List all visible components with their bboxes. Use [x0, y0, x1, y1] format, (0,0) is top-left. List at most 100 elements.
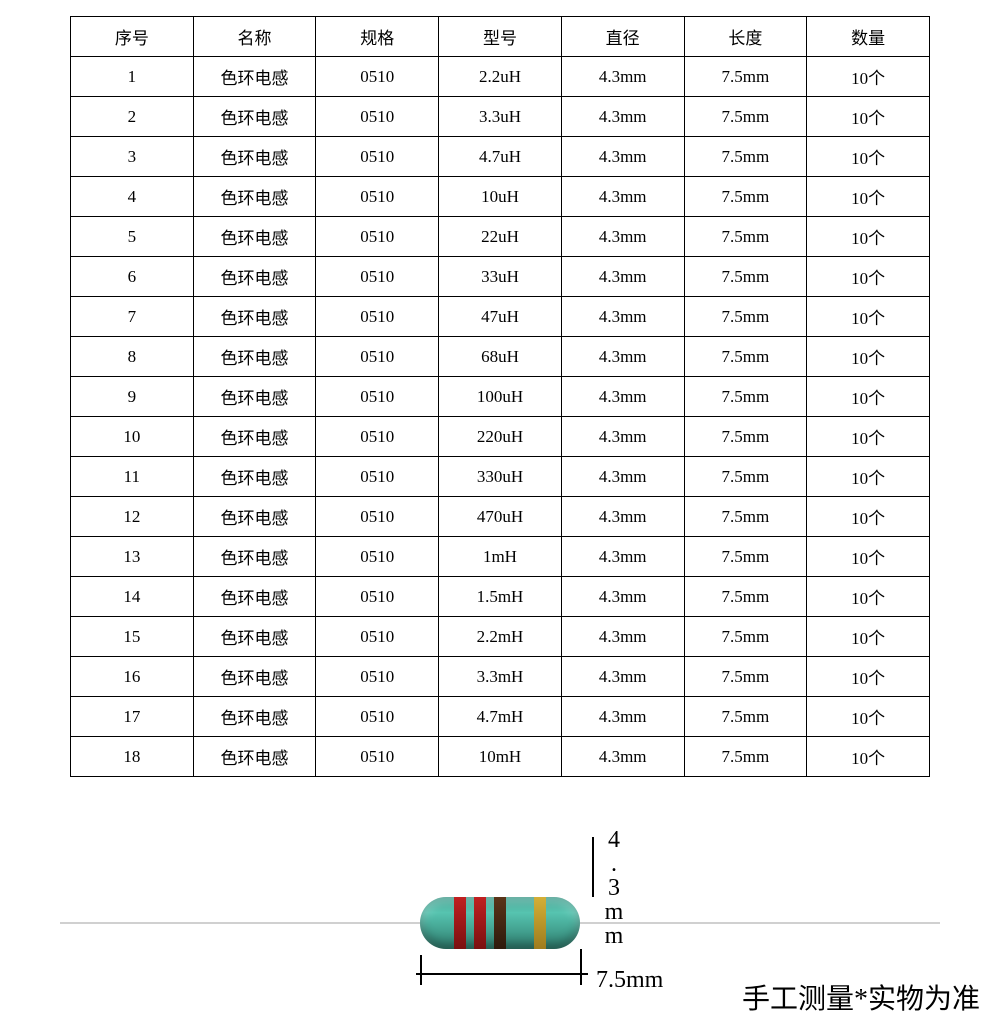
table-cell: 0510: [316, 537, 439, 577]
table-cell: 色环电感: [193, 377, 316, 417]
table-cell: 1: [71, 57, 194, 97]
table-cell: 7.5mm: [684, 537, 807, 577]
table-cell: 4.7mH: [439, 697, 562, 737]
color-band: [534, 897, 546, 949]
table-cell: 10个: [807, 217, 930, 257]
table-cell: 色环电感: [193, 457, 316, 497]
table-cell: 10个: [807, 377, 930, 417]
table-cell: 0510: [316, 57, 439, 97]
table-row: 13色环电感05101mH4.3mm7.5mm10个: [71, 537, 930, 577]
col-header: 序号: [71, 17, 194, 57]
table-cell: 4.3mm: [561, 337, 684, 377]
color-band: [474, 897, 486, 949]
table-cell: 10个: [807, 137, 930, 177]
table-cell: 1mH: [439, 537, 562, 577]
table-cell: 7.5mm: [684, 297, 807, 337]
table-cell: 7.5mm: [684, 697, 807, 737]
table-cell: 2.2uH: [439, 57, 562, 97]
table-cell: 10个: [807, 97, 930, 137]
table-cell: 3.3uH: [439, 97, 562, 137]
table-cell: 2: [71, 97, 194, 137]
table-cell: 10个: [807, 257, 930, 297]
table-cell: 7.5mm: [684, 97, 807, 137]
table-row: 2色环电感05103.3uH4.3mm7.5mm10个: [71, 97, 930, 137]
table-cell: 10个: [807, 617, 930, 657]
table-cell: 色环电感: [193, 97, 316, 137]
table-cell: 4.3mm: [561, 737, 684, 777]
table-cell: 0510: [316, 297, 439, 337]
table-cell: 9: [71, 377, 194, 417]
length-dim-line: [416, 973, 588, 975]
col-header: 长度: [684, 17, 807, 57]
table-cell: 14: [71, 577, 194, 617]
table-row: 15色环电感05102.2mH4.3mm7.5mm10个: [71, 617, 930, 657]
table-cell: 7.5mm: [684, 737, 807, 777]
table-cell: 色环电感: [193, 177, 316, 217]
table-cell: 色环电感: [193, 617, 316, 657]
table-cell: 色环电感: [193, 337, 316, 377]
table-cell: 10个: [807, 497, 930, 537]
table-cell: 0510: [316, 97, 439, 137]
table-cell: 10个: [807, 457, 930, 497]
length-dim-tick: [580, 949, 582, 985]
table-cell: 10个: [807, 697, 930, 737]
table-row: 8色环电感051068uH4.3mm7.5mm10个: [71, 337, 930, 377]
table-cell: 1.5mH: [439, 577, 562, 617]
table-cell: 色环电感: [193, 577, 316, 617]
table-cell: 4.3mm: [561, 377, 684, 417]
diameter-label: 4.3mm: [600, 827, 627, 947]
table-cell: 4.3mm: [561, 697, 684, 737]
table-header-row: 序号 名称 规格 型号 直径 长度 数量: [71, 17, 930, 57]
table-cell: 7.5mm: [684, 257, 807, 297]
table-cell: 0510: [316, 337, 439, 377]
table-cell: 7.5mm: [684, 217, 807, 257]
table-cell: 4: [71, 177, 194, 217]
table-cell: 100uH: [439, 377, 562, 417]
table-row: 1色环电感05102.2uH4.3mm7.5mm10个: [71, 57, 930, 97]
table-cell: 7.5mm: [684, 657, 807, 697]
table-row: 12色环电感0510470uH4.3mm7.5mm10个: [71, 497, 930, 537]
table-cell: 330uH: [439, 457, 562, 497]
table-cell: 0510: [316, 177, 439, 217]
table-cell: 12: [71, 497, 194, 537]
table-cell: 0510: [316, 137, 439, 177]
table-cell: 4.3mm: [561, 457, 684, 497]
table-cell: 色环电感: [193, 297, 316, 337]
table-cell: 10个: [807, 417, 930, 457]
table-cell: 4.3mm: [561, 217, 684, 257]
table-cell: 色环电感: [193, 697, 316, 737]
table-cell: 11: [71, 457, 194, 497]
table-cell: 色环电感: [193, 257, 316, 297]
table-row: 4色环电感051010uH4.3mm7.5mm10个: [71, 177, 930, 217]
col-header: 型号: [439, 17, 562, 57]
table-cell: 4.3mm: [561, 97, 684, 137]
table-cell: 10个: [807, 337, 930, 377]
table-cell: 4.3mm: [561, 257, 684, 297]
table-cell: 0510: [316, 657, 439, 697]
table-cell: 色环电感: [193, 137, 316, 177]
footer-note: 手工测量*实物为准: [742, 977, 980, 1017]
table-cell: 4.3mm: [561, 537, 684, 577]
table-row: 11色环电感0510330uH4.3mm7.5mm10个: [71, 457, 930, 497]
color-band: [494, 897, 506, 949]
table-cell: 4.3mm: [561, 577, 684, 617]
table-cell: 7.5mm: [684, 417, 807, 457]
table-row: 7色环电感051047uH4.3mm7.5mm10个: [71, 297, 930, 337]
table-cell: 色环电感: [193, 417, 316, 457]
table-cell: 13: [71, 537, 194, 577]
table-cell: 10个: [807, 297, 930, 337]
table-cell: 47uH: [439, 297, 562, 337]
table-cell: 2.2mH: [439, 617, 562, 657]
table-row: 6色环电感051033uH4.3mm7.5mm10个: [71, 257, 930, 297]
table-cell: 7.5mm: [684, 377, 807, 417]
table-cell: 7.5mm: [684, 617, 807, 657]
inductor-lead-right: [580, 922, 940, 924]
table-cell: 470uH: [439, 497, 562, 537]
table-cell: 色环电感: [193, 217, 316, 257]
table-cell: 0510: [316, 417, 439, 457]
table-row: 10色环电感0510220uH4.3mm7.5mm10个: [71, 417, 930, 457]
table-cell: 5: [71, 217, 194, 257]
table-cell: 220uH: [439, 417, 562, 457]
table-cell: 7.5mm: [684, 577, 807, 617]
table-cell: 7.5mm: [684, 57, 807, 97]
